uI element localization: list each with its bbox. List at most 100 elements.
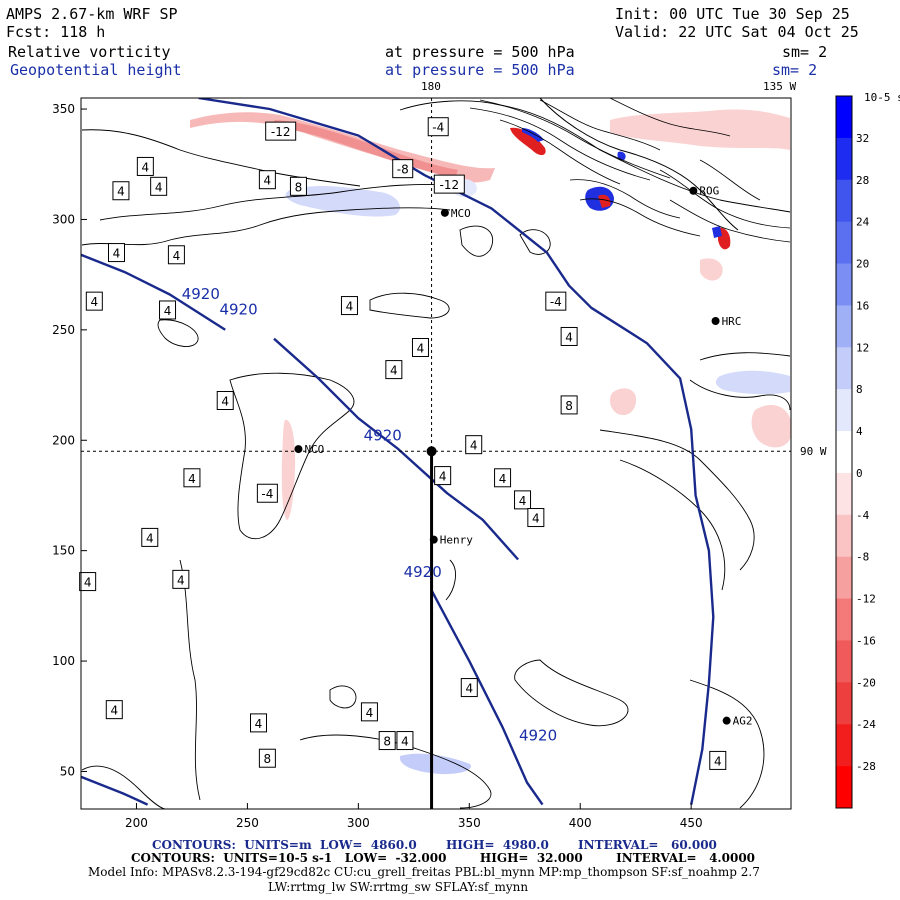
colorbar-unit: 10-5 s-1 (864, 91, 900, 104)
meridian-135w-label: 135 W (763, 80, 796, 93)
field1-smoothing: sm= 2 (782, 43, 827, 61)
vorticity-label-box (136, 156, 154, 176)
vort-contour-15 (179, 559, 201, 801)
cluster-line-3 (499, 119, 621, 185)
vorticity-label: 8 (378, 731, 396, 751)
colorbar-tick-label: 32 (856, 132, 869, 145)
vorticity-label: 8 (289, 176, 307, 196)
height-label: 4920 (404, 563, 442, 581)
vorticity-label: 4 (250, 713, 267, 733)
vorticity-label: 4 (709, 750, 727, 770)
vorticity-label-box (79, 572, 97, 592)
vorticity-label-text: 8 (295, 180, 303, 194)
vorticity-label: 4 (411, 338, 429, 358)
vorticity-label: 4 (112, 181, 130, 201)
vorticity-label-text: 4 (113, 247, 121, 261)
vorticity-label: 4 (527, 508, 545, 528)
vorticity-label-box (545, 291, 567, 311)
init-time: Init: 00 UTC Tue 30 Sep 25 (615, 5, 850, 23)
vorticity-label-box (183, 468, 201, 488)
station-name: MCO (451, 207, 471, 220)
colorbar-swatch (836, 556, 852, 600)
field2-name: Geopotential height (10, 61, 182, 79)
station-name: HRC (722, 315, 742, 328)
colorbar-tick-label: 16 (856, 299, 869, 312)
vorticity-label-text: 4 (173, 249, 181, 263)
colorbar-swatch (836, 472, 852, 516)
vorticity-label: 4 (159, 300, 177, 320)
vorticity-label: 4 (360, 702, 378, 722)
x-tick-label: 300 (347, 816, 370, 830)
vorticity-label: 4 (167, 245, 185, 265)
intense-vort-7 (617, 151, 626, 161)
colorbar-swatch (836, 263, 852, 306)
colorbar-swatch (836, 389, 852, 432)
vorticity-label-box (112, 181, 130, 201)
vort-contour-12 (514, 659, 629, 727)
vorticity-label-text: 4 (110, 704, 118, 718)
vorticity-label: 4 (560, 326, 578, 346)
colorbar-tick-label: -4 (856, 509, 870, 522)
vorticity-label-box (514, 490, 532, 510)
colorbar-tick-label: -8 (856, 551, 869, 564)
vorticity-label-box (709, 750, 727, 770)
colorbar-swatch (836, 724, 852, 767)
vorticity-label-text: -4 (550, 295, 562, 309)
height-label: 4920 (364, 426, 402, 444)
vort-contour-5 (157, 319, 199, 347)
vorticity-label-text: 4 (164, 304, 172, 318)
vort-contour-16 (689, 679, 765, 809)
vort-contour-8 (599, 429, 755, 571)
colorbar-frame (835, 95, 853, 809)
vorticity-label-text: 4 (401, 735, 409, 749)
station-dot (429, 535, 438, 544)
station-name: Henry (440, 534, 473, 547)
vorticity-label-text: 4 (177, 573, 185, 587)
vorticity-label-box (392, 159, 414, 179)
cluster-line-9 (609, 98, 731, 137)
vorticity-label-box (258, 170, 276, 190)
vorticity-label-box (265, 121, 297, 141)
vorticity-label-box (150, 176, 168, 196)
meridian-90w-label: 90 W (800, 445, 827, 458)
vort-contour-18 (519, 229, 551, 255)
vorticity-label-box (434, 466, 452, 486)
colorbar-swatch (836, 221, 852, 265)
vorticity-label-text: 4 (264, 174, 272, 188)
vorticity-label-box (105, 700, 123, 720)
vorticity-label-text: 4 (532, 512, 540, 526)
colorbar-swatch (836, 682, 852, 725)
vorticity-label-text: -12 (271, 125, 291, 139)
station-henry: Henry (429, 534, 473, 547)
colorbar-tick-label: -20 (856, 676, 876, 689)
vorticity-label-box (560, 326, 578, 346)
vorticity-label-text: 4 (714, 754, 722, 768)
cluster-line-6 (659, 169, 791, 229)
field2-level: at pressure = 500 hPa (385, 61, 575, 79)
station-nco: NCO (294, 443, 324, 456)
vort-contour-14 (81, 765, 166, 809)
vorticity-label: 4 (340, 296, 358, 316)
colorbar-tick-label: -28 (856, 760, 876, 773)
vort-contour-19 (329, 685, 357, 709)
y-tick-label: 300 (52, 212, 75, 226)
colorbar-tick-label: 20 (856, 258, 869, 271)
vorticity-label-text: 4 (188, 472, 196, 486)
vorticity-label-text: 4 (366, 706, 374, 720)
colorbar-tick-label: -16 (856, 634, 876, 647)
vorticity-label-text: 4 (90, 295, 98, 309)
height-contour-1 (81, 253, 226, 331)
colorbar-swatch (836, 305, 852, 348)
x-tick-label: 250 (236, 816, 259, 830)
cluster-line-10 (699, 159, 761, 201)
footer-vorticity-contours: CONTOURS: UNITS=10-5 s-1 LOW= -32.000 HI… (131, 851, 755, 865)
cluster-line-4 (569, 179, 681, 219)
vorticity-label-text: 4 (84, 576, 92, 590)
vorticity-label-text: 4 (519, 494, 527, 508)
x-tick-label: 350 (458, 816, 481, 830)
cluster-line-5 (579, 198, 701, 237)
vorticity-label-text: 4 (465, 682, 473, 696)
vorticity-label-box (360, 702, 378, 722)
cluster-line-1 (469, 107, 651, 181)
